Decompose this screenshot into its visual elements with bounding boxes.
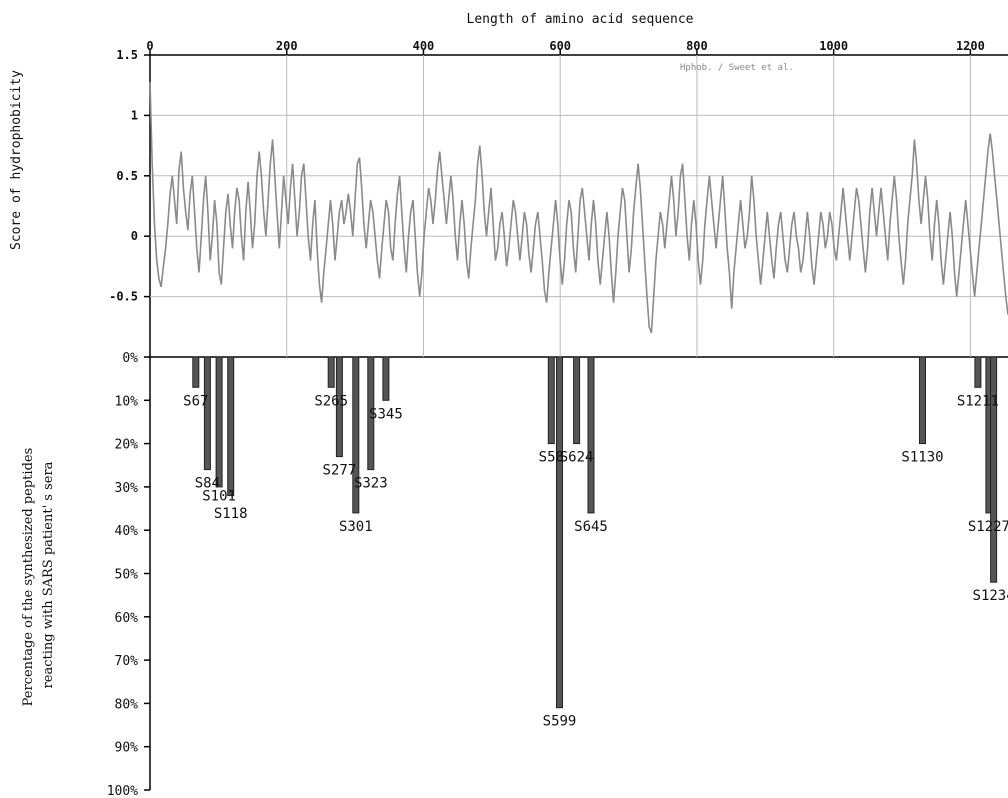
- upper-x-ticks: 0 200 400 600 800 1000 1200: [146, 39, 985, 55]
- peptide-bar: [327, 356, 335, 388]
- chart-title: Length of amino acid sequence: [467, 12, 694, 27]
- lower-y-ticks: 0% 10% 20% 30% 40% 50% 60% 70% 80% 90% 100%: [107, 351, 150, 798]
- peptide-bar: [335, 356, 343, 458]
- peptide-label: S265: [314, 393, 348, 409]
- hydrophobicity-line-layer: [149, 81, 1008, 334]
- x-tick-label: 1000: [819, 39, 848, 53]
- upper-plot-legend: Hphob. / Sweet et al.: [680, 63, 794, 73]
- peptide-bar: [919, 356, 926, 445]
- peptide-label: S599: [543, 714, 577, 730]
- peptide-label: S1130: [901, 450, 943, 466]
- peptide-label: S645: [574, 519, 608, 535]
- peptide-bar: [352, 356, 360, 514]
- percent-tick-label: 30%: [115, 481, 139, 496]
- peptide-label: S624: [560, 450, 594, 466]
- percent-tick-label: 80%: [115, 697, 139, 712]
- percent-tick-label: 60%: [115, 611, 139, 626]
- x-tick-label: 0: [146, 39, 153, 53]
- peptide-bar: [573, 356, 581, 445]
- hydrophobicity-line: [149, 81, 1008, 334]
- peptide-label: S323: [354, 476, 388, 492]
- peptide-bars: [192, 356, 998, 709]
- peptide-label: S67: [183, 393, 208, 409]
- y-tick-label: 0: [131, 229, 138, 243]
- peptide-label: S301: [339, 519, 373, 535]
- x-tick-label: 800: [686, 39, 708, 53]
- y-tick-label: 0.5: [116, 169, 138, 183]
- x-tick-label: 600: [549, 39, 571, 53]
- upper-y-axis-label: Score of hydrophobicity: [9, 70, 24, 250]
- peptide-label: S345: [369, 406, 403, 422]
- peptide-label: S1227: [968, 519, 1008, 535]
- y-tick-label: -0.5: [109, 290, 138, 304]
- peptide-label: S58: [539, 450, 564, 466]
- x-tick-label: 1200: [956, 39, 985, 53]
- percent-tick-label: 100%: [107, 784, 138, 798]
- peptide-bar: [227, 356, 235, 497]
- percent-tick-label: 90%: [115, 741, 139, 756]
- percent-tick-label: 40%: [115, 524, 139, 539]
- peptide-bar: [974, 356, 982, 388]
- peptide-bar: [556, 356, 563, 709]
- y-tick-label: 1.5: [116, 48, 138, 62]
- peptide-bar: [215, 356, 223, 488]
- peptide-label: S101: [202, 489, 236, 505]
- x-tick-label: 200: [276, 39, 298, 53]
- peptide-bar: [990, 356, 998, 583]
- peptide-label: S1211: [957, 393, 999, 409]
- peptide-label: S277: [323, 463, 357, 479]
- peptide-bar: [203, 356, 211, 471]
- peptide-bar: [367, 356, 375, 471]
- percent-tick-label: 70%: [115, 654, 139, 669]
- peptide-label: S1234: [973, 588, 1008, 604]
- x-tick-label: 400: [413, 39, 435, 53]
- peptide-bar: [547, 356, 555, 445]
- y-tick-label: 1: [131, 108, 138, 122]
- percent-tick-label: 10%: [115, 394, 139, 409]
- peptide-bar: [587, 356, 595, 514]
- percent-tick-label: 0%: [122, 351, 138, 366]
- peptide-bar: [192, 356, 200, 388]
- percent-tick-label: 20%: [115, 438, 139, 453]
- upper-y-ticks: 1.5 1 0.5 0 -0.5: [109, 48, 150, 304]
- peptide-label: S84: [195, 476, 220, 492]
- peptide-label: S118: [214, 506, 248, 522]
- percent-tick-label: 50%: [115, 568, 139, 583]
- peptide-bar: [382, 356, 390, 401]
- lower-y-axis-label: Percentage of the synthesized peptides r…: [21, 444, 56, 707]
